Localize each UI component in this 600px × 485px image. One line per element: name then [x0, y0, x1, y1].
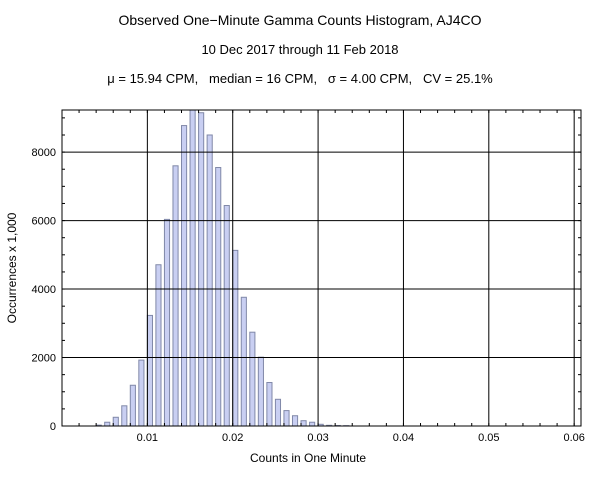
histogram-bar [112, 416, 119, 426]
histogram-bar [291, 415, 299, 426]
histogram-bar [146, 314, 153, 426]
y-tick-label: 6000 [32, 216, 56, 228]
plot-frame [61, 109, 582, 427]
histogram-bar [172, 165, 179, 426]
histogram-bar [104, 421, 111, 426]
histogram-bar [240, 296, 247, 426]
histogram-bar [232, 249, 239, 426]
chart-title: Observed One−Minute Gamma Counts Histogr… [118, 12, 482, 28]
y-tick-label: 4000 [32, 284, 56, 296]
histogram-bar [138, 359, 145, 426]
histogram-bar [155, 264, 162, 426]
histogram-bar [189, 110, 196, 426]
histogram-bar [266, 382, 273, 426]
histogram-bar [257, 356, 264, 426]
histogram-bar [309, 421, 316, 426]
chart-stats: μ = 15.94 CPM, median = 16 CPM, σ = 4.00… [107, 71, 493, 86]
y-tick-label: 0 [50, 421, 56, 433]
histogram-bar [163, 218, 171, 426]
histogram-bar [249, 331, 256, 426]
histogram-bar [283, 410, 290, 426]
x-axis-label: Counts in One Minute [250, 451, 367, 465]
histogram-bar [215, 167, 222, 426]
x-tick-label: 0.03 [307, 432, 328, 444]
histogram-bar [198, 112, 205, 426]
x-tick-label: 0.01 [137, 432, 158, 444]
histogram-bar [121, 405, 128, 426]
histogram-bar [206, 134, 213, 426]
histogram-bar [274, 398, 282, 426]
x-tick-label: 0.06 [563, 432, 584, 444]
histogram-bar [300, 420, 307, 426]
x-tick-label: 0.05 [478, 432, 499, 444]
y-tick-label: 8000 [32, 147, 56, 159]
y-axis-label: Occurrences x 1,000 [5, 212, 19, 324]
chart-subtitle: 10 Dec 2017 through 11 Feb 2018 [201, 42, 399, 57]
histogram-bar [181, 125, 188, 426]
x-tick-label: 0.04 [393, 432, 414, 444]
histogram-bar [129, 384, 136, 426]
y-tick-label: 2000 [32, 353, 56, 365]
x-tick-label: 0.02 [222, 432, 243, 444]
histogram-bar [223, 205, 230, 426]
